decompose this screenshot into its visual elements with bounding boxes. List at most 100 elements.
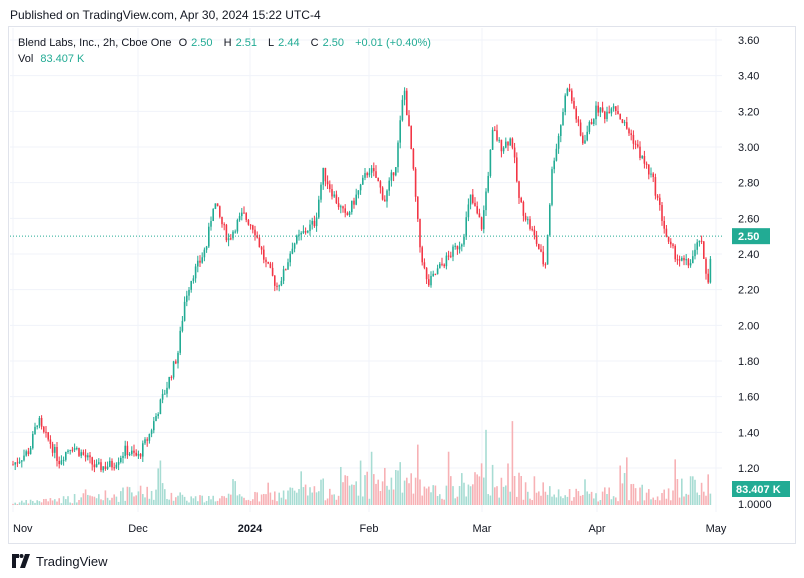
candle-body: [155, 416, 157, 422]
volume-bar: [461, 473, 463, 505]
volume-bar: [188, 502, 190, 505]
candle-body: [674, 245, 676, 260]
volume-bar: [621, 483, 624, 505]
price-tick-label: 2.40: [738, 249, 759, 261]
volume-bar: [331, 494, 333, 505]
candle-body: [274, 275, 276, 286]
candle-body: [25, 451, 27, 456]
volume-bar: [146, 486, 148, 505]
volume-bar: [421, 495, 423, 505]
volume-bar: [399, 462, 401, 505]
candle-body: [689, 263, 692, 266]
chart-panel[interactable]: [8, 26, 796, 544]
volume-bar: [588, 493, 591, 505]
candle-body: [456, 245, 459, 250]
volume-bar: [104, 490, 107, 505]
candle-body: [650, 173, 652, 175]
footer-brand[interactable]: TradingView: [36, 553, 108, 569]
volume-bar: [38, 501, 41, 505]
volume-bar: [648, 489, 650, 505]
volume-bar: [368, 498, 371, 505]
volume-bar: [337, 495, 340, 505]
price-tick-label: 1.20: [738, 463, 759, 475]
candle-body: [641, 156, 643, 158]
volume-bar: [139, 485, 142, 505]
volume-bar: [527, 491, 529, 505]
candle-body: [628, 128, 630, 134]
candle-body: [450, 255, 452, 257]
volume-bar: [634, 488, 637, 505]
candle-body: [575, 108, 577, 120]
volume-bar: [654, 499, 657, 505]
volume-bar: [232, 479, 234, 505]
candle-body: [87, 455, 89, 458]
candle-body: [678, 259, 681, 261]
volume-bar: [298, 489, 300, 505]
volume-bar: [320, 479, 322, 505]
candle-body: [395, 167, 397, 176]
candle-body: [685, 259, 687, 261]
volume-bar: [472, 484, 474, 505]
candle-body: [373, 168, 375, 172]
volume-bar: [432, 485, 434, 505]
price-tick-label: 2.60: [738, 213, 759, 225]
candle-body: [573, 101, 575, 109]
volume-bar: [120, 491, 122, 505]
candle-body: [502, 147, 505, 152]
candle-body: [654, 177, 657, 196]
candle-body: [423, 262, 426, 268]
volume-bar: [430, 492, 432, 505]
volume-bar: [76, 502, 78, 505]
volume-bar: [260, 494, 263, 505]
volume-bar: [307, 495, 309, 505]
volume-bar: [524, 482, 527, 505]
tradingview-logo-icon[interactable]: [10, 554, 32, 568]
volume-bar: [707, 474, 709, 505]
candle-body: [432, 273, 434, 277]
candle-body: [14, 462, 16, 465]
volume-bar: [551, 496, 553, 505]
candle-body: [694, 249, 696, 257]
volume-bar: [106, 497, 109, 505]
volume-bar: [696, 492, 698, 505]
candle-body: [227, 238, 230, 241]
volume-bar: [333, 494, 335, 505]
candle-body: [131, 450, 133, 455]
candle-body: [480, 217, 483, 230]
candle-body: [157, 414, 159, 417]
candle-body: [166, 387, 168, 394]
candle-body: [285, 269, 287, 271]
volume-bar: [419, 479, 421, 505]
high-label: H: [223, 37, 232, 49]
candle-body: [214, 203, 217, 209]
candle-body: [254, 229, 256, 236]
volume-bar: [443, 499, 445, 505]
volume-bar: [447, 451, 450, 505]
candle-body: [645, 163, 648, 165]
candle-body: [47, 432, 49, 440]
candle-body: [124, 445, 126, 456]
candle-body: [177, 352, 179, 364]
candle-body: [351, 200, 353, 213]
volume-label: Vol: [18, 53, 34, 65]
volume-bar: [60, 503, 63, 505]
volume-bar: [379, 490, 382, 505]
volume-bar: [652, 497, 654, 505]
candle-body: [414, 168, 417, 197]
candle-body: [302, 231, 305, 233]
candle-body: [304, 231, 307, 233]
candle-body: [219, 206, 221, 217]
candle-body: [364, 173, 366, 178]
volume-bar: [388, 489, 390, 505]
volume-bar: [315, 492, 318, 505]
candle-body: [447, 255, 450, 257]
candle-body: [34, 426, 36, 434]
candle-body: [344, 208, 346, 213]
volume-bar: [32, 501, 34, 505]
volume-bar: [291, 487, 294, 505]
candle-body: [370, 168, 373, 173]
candle-body: [346, 212, 349, 215]
last-volume-label: 83.407 K: [736, 484, 781, 496]
volume-bar: [485, 429, 487, 505]
